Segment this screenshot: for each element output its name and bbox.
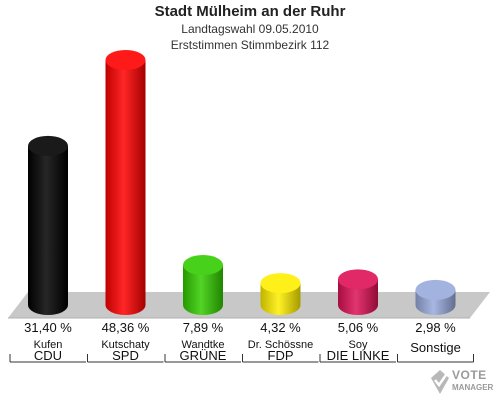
candidate-label: Kutschaty — [101, 339, 150, 351]
watermark-text-manager: MANAGER — [452, 383, 494, 392]
bar-top — [415, 279, 456, 300]
value-label: 31,40 % — [24, 320, 72, 335]
bar-body — [338, 279, 378, 315]
party-label: GRÜNE — [180, 348, 227, 363]
bar-top — [28, 135, 68, 156]
bar-body — [105, 60, 146, 315]
candidate-label: Soy — [349, 339, 368, 351]
bar-cdu — [28, 135, 68, 315]
bar-spd — [105, 50, 146, 315]
value-label: 48,36 % — [102, 320, 150, 335]
vote-manager-watermark: VOTE MANAGER — [428, 366, 498, 398]
value-label: 5,06 % — [338, 320, 379, 335]
bar-body — [28, 145, 68, 315]
bar-die-linke — [338, 269, 378, 315]
value-label: 4,32 % — [260, 320, 301, 335]
candidate-label: Wandtke — [181, 339, 224, 351]
candidate-label: Kufen — [34, 339, 63, 351]
bar-fdp — [260, 273, 301, 315]
party-label: Sonstige — [410, 340, 461, 355]
bar-body — [183, 265, 223, 315]
ballot-check-icon — [431, 370, 449, 394]
value-label: 7,89 % — [183, 320, 224, 335]
bar-grüne — [183, 255, 223, 315]
party-label: FDP — [268, 348, 294, 363]
bar-sonstige — [415, 279, 456, 315]
chart-subtitle-district: Erststimmen Stimmbezirk 112 — [170, 38, 330, 52]
party-label: DIE LINKE — [327, 348, 390, 363]
watermark-text-vote: VOTE — [452, 368, 487, 382]
party-label: CDU — [34, 348, 62, 363]
bar-top — [338, 269, 378, 290]
party-label: SPD — [112, 348, 139, 363]
bar-top — [260, 273, 301, 294]
bar-top — [105, 50, 146, 70]
chart-subtitle-election: Landtagswahl 09.05.2010 — [181, 22, 319, 36]
candidate-label: Dr. Schössne — [248, 339, 313, 351]
value-label: 2,98 % — [415, 320, 456, 335]
chart-title: Stadt Mülheim an der Ruhr — [154, 3, 346, 20]
bar-top — [183, 255, 223, 276]
